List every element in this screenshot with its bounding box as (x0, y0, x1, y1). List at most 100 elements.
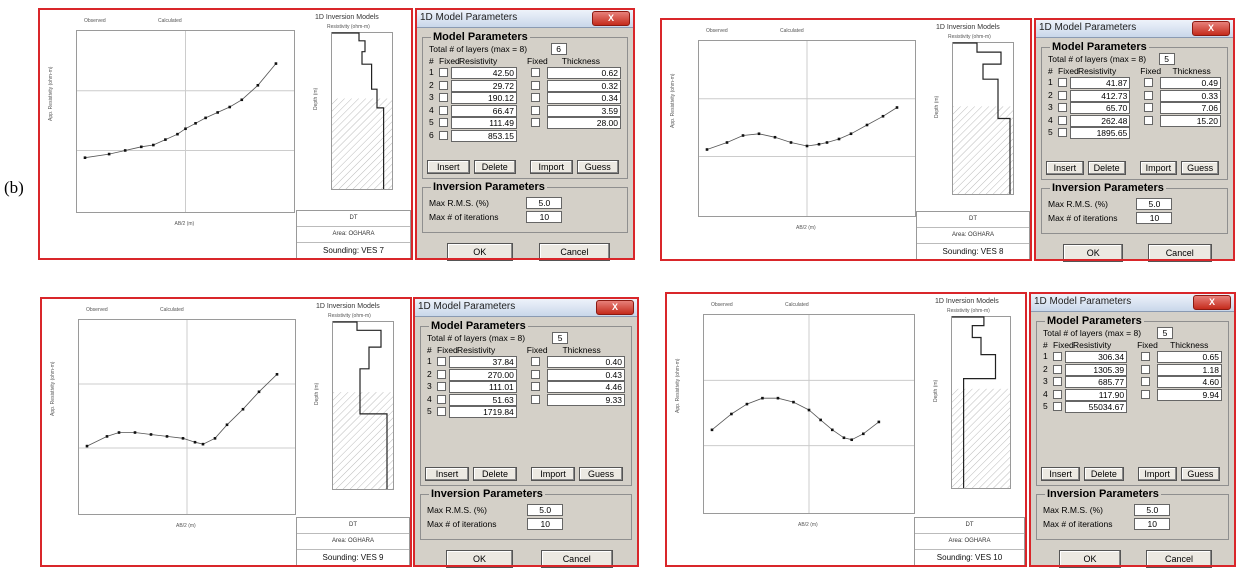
layer-resistivity-input[interactable]: 111.01 (449, 381, 517, 393)
fixed-resistivity-checkbox[interactable] (1058, 103, 1067, 112)
layer-thickness-input[interactable]: 15.20 (1160, 114, 1221, 127)
layer-thickness-input[interactable]: 0.32 (547, 79, 621, 92)
fixed-thickness-checkbox[interactable] (1144, 90, 1154, 100)
fixed-resistivity-checkbox[interactable] (439, 93, 448, 102)
fixed-thickness-checkbox[interactable] (530, 394, 540, 404)
layer-thickness-input[interactable]: 0.62 (547, 67, 621, 79)
total-layers-input[interactable]: 5 (552, 332, 569, 344)
layer-resistivity-input[interactable]: 111.49 (451, 117, 517, 129)
fixed-thickness-checkbox[interactable] (531, 118, 540, 127)
fixed-resistivity-checkbox[interactable] (1058, 78, 1067, 87)
layer-resistivity-input[interactable]: 270.00 (449, 368, 517, 381)
fixed-resistivity-checkbox[interactable] (1053, 352, 1062, 361)
fixed-resistivity-checkbox[interactable] (1053, 389, 1062, 399)
close-icon[interactable]: X (1192, 21, 1230, 36)
cancel-button[interactable]: Cancel (1147, 244, 1212, 262)
ok-button[interactable]: OK (446, 243, 513, 261)
delete-button[interactable]: Delete (1084, 467, 1124, 481)
cancel-button[interactable]: Cancel (1145, 550, 1213, 568)
total-layers-input[interactable]: 5 (1157, 327, 1174, 339)
fixed-resistivity-checkbox[interactable] (1053, 377, 1062, 386)
fixed-thickness-checkbox[interactable] (1141, 377, 1151, 386)
layer-resistivity-input[interactable]: 262.48 (1070, 114, 1131, 127)
fixed-resistivity-checkbox[interactable] (437, 407, 446, 416)
max-iterations-input[interactable]: 10 (1136, 212, 1173, 224)
max-iterations-input[interactable]: 10 (1134, 518, 1171, 530)
layer-resistivity-input[interactable]: 55034.67 (1065, 401, 1128, 413)
layer-thickness-input[interactable]: 0.49 (1160, 77, 1221, 89)
layer-thickness-input[interactable]: 0.40 (546, 356, 625, 368)
fixed-resistivity-checkbox[interactable] (439, 68, 448, 77)
fixed-thickness-checkbox[interactable] (531, 80, 540, 90)
close-icon[interactable]: X (1193, 295, 1231, 310)
fixed-resistivity-checkbox[interactable] (439, 130, 448, 140)
import-button[interactable]: Import (1137, 467, 1177, 481)
fixed-thickness-checkbox[interactable] (1144, 103, 1154, 112)
fixed-thickness-checkbox[interactable] (1141, 352, 1151, 361)
fixed-resistivity-checkbox[interactable] (437, 382, 446, 391)
layer-resistivity-input[interactable]: 190.12 (451, 92, 517, 104)
max-rms-input[interactable]: 5.0 (1134, 504, 1171, 516)
guess-button[interactable]: Guess (576, 160, 619, 174)
layer-thickness-input[interactable]: 3.59 (547, 104, 621, 117)
fixed-resistivity-checkbox[interactable] (1058, 128, 1067, 137)
layer-thickness-input[interactable]: 4.60 (1157, 376, 1222, 388)
ok-button[interactable]: OK (1058, 550, 1122, 568)
cancel-button[interactable]: Cancel (539, 243, 610, 261)
delete-button[interactable]: Delete (473, 160, 516, 174)
dialog-titlebar[interactable]: 1D Model Parameters X (414, 298, 638, 317)
ok-button[interactable]: OK (1063, 244, 1124, 262)
fixed-thickness-checkbox[interactable] (531, 105, 540, 115)
layer-resistivity-input[interactable]: 1895.65 (1070, 127, 1131, 139)
fixed-thickness-checkbox[interactable] (1141, 389, 1151, 399)
layer-resistivity-input[interactable]: 41.87 (1070, 77, 1131, 89)
delete-button[interactable]: Delete (1087, 161, 1126, 175)
guess-button[interactable]: Guess (579, 467, 623, 481)
fixed-thickness-checkbox[interactable] (530, 369, 540, 379)
max-rms-input[interactable]: 5.0 (526, 197, 563, 209)
fixed-resistivity-checkbox[interactable] (437, 357, 446, 366)
layer-thickness-input[interactable]: 0.43 (546, 368, 625, 381)
layer-resistivity-input[interactable]: 117.90 (1065, 388, 1128, 401)
fixed-resistivity-checkbox[interactable] (439, 80, 448, 90)
layer-thickness-input[interactable]: 7.06 (1160, 102, 1221, 114)
layer-thickness-input[interactable]: 4.46 (546, 381, 625, 393)
close-icon[interactable]: X (596, 300, 634, 315)
layer-thickness-input[interactable]: 9.33 (546, 393, 625, 406)
dialog-titlebar[interactable]: 1D Model Parameters X (1035, 19, 1234, 38)
import-button[interactable]: Import (531, 467, 575, 481)
fixed-thickness-checkbox[interactable] (1144, 115, 1154, 125)
fixed-thickness-checkbox[interactable] (530, 357, 540, 366)
fixed-thickness-checkbox[interactable] (530, 382, 540, 391)
max-rms-input[interactable]: 5.0 (1136, 198, 1173, 210)
insert-button[interactable]: Insert (1046, 161, 1084, 175)
dialog-titlebar[interactable]: 1D Model Parameters X (416, 9, 634, 28)
insert-button[interactable]: Insert (1041, 467, 1081, 481)
fixed-resistivity-checkbox[interactable] (1058, 115, 1067, 125)
layer-thickness-input[interactable]: 0.34 (547, 92, 621, 104)
max-iterations-input[interactable]: 10 (526, 211, 563, 223)
total-layers-input[interactable]: 5 (1158, 53, 1175, 65)
insert-button[interactable]: Insert (427, 160, 470, 174)
fixed-resistivity-checkbox[interactable] (439, 105, 448, 115)
guess-button[interactable]: Guess (1180, 467, 1220, 481)
total-layers-input[interactable]: 6 (550, 43, 567, 55)
fixed-resistivity-checkbox[interactable] (437, 369, 446, 379)
layer-resistivity-input[interactable]: 51.63 (449, 393, 517, 406)
layer-thickness-input[interactable]: 0.65 (1157, 351, 1222, 363)
import-button[interactable]: Import (530, 160, 573, 174)
fixed-resistivity-checkbox[interactable] (1053, 364, 1062, 374)
layer-resistivity-input[interactable]: 853.15 (451, 129, 517, 142)
fixed-resistivity-checkbox[interactable] (439, 118, 448, 127)
dialog-titlebar[interactable]: 1D Model Parameters X (1030, 293, 1235, 312)
max-rms-input[interactable]: 5.0 (527, 504, 564, 516)
fixed-thickness-checkbox[interactable] (531, 93, 540, 102)
layer-thickness-input[interactable]: 9.94 (1157, 388, 1222, 401)
insert-button[interactable]: Insert (425, 467, 469, 481)
layer-thickness-input[interactable]: 0.33 (1160, 89, 1221, 102)
guess-button[interactable]: Guess (1181, 161, 1219, 175)
layer-resistivity-input[interactable]: 1719.84 (449, 406, 517, 418)
layer-resistivity-input[interactable]: 306.34 (1065, 351, 1128, 363)
import-button[interactable]: Import (1139, 161, 1178, 175)
fixed-thickness-checkbox[interactable] (1144, 78, 1154, 87)
